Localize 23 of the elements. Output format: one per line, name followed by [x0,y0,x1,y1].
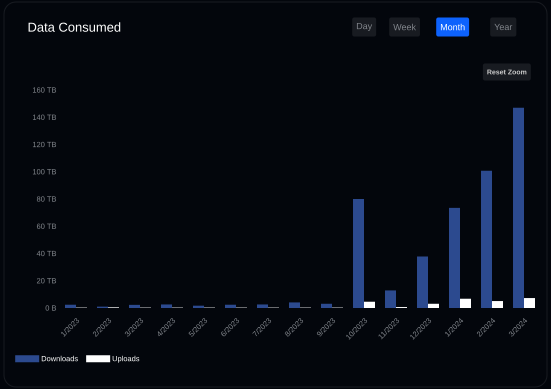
bar [417,256,428,308]
bar [257,304,268,308]
bar [321,304,332,308]
text: Year [494,24,512,30]
bar [353,199,364,308]
bar [481,170,492,308]
bar [492,301,504,308]
bar [460,298,472,308]
bar [129,304,140,308]
bar [524,298,536,308]
text: Week [393,24,416,30]
bar [161,304,172,308]
bar [428,304,440,308]
bar [364,302,376,308]
chart-title: Data Consumed [28,22,120,32]
bar [65,304,76,308]
bar [289,302,300,308]
bar [513,108,524,308]
bar [385,290,396,308]
bar [225,304,236,308]
text: Day [356,22,372,32]
text: Month [440,24,465,30]
bar [449,208,460,308]
